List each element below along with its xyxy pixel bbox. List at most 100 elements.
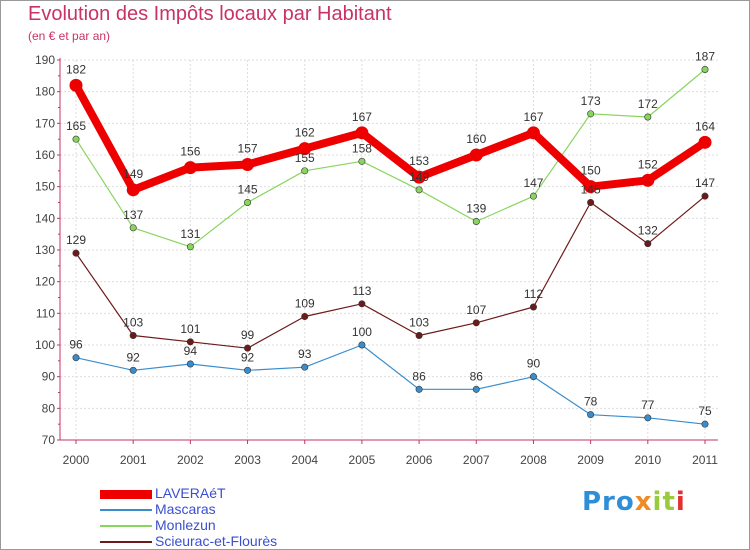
data-point [126,183,140,197]
legend-label: Mascaras [155,501,216,517]
data-label: 182 [66,62,86,76]
x-tick-label: 2000 [63,453,90,467]
y-tick-label: 90 [42,370,56,384]
x-tick-label: 2005 [349,453,376,467]
data-label: 78 [584,395,598,409]
y-tick-label: 120 [35,275,55,289]
y-tick-label: 70 [42,433,56,447]
data-label: 145 [581,183,601,197]
data-point [415,186,423,194]
series-line [75,344,706,425]
data-label: 156 [180,145,200,159]
series-line [72,81,709,194]
legend-label: Scieurac-et-Flourès [155,533,278,549]
data-point [412,170,426,184]
data-label: 113 [352,284,371,298]
y-tick-label: 180 [35,85,55,99]
x-tick-label: 2011 [692,453,718,467]
y-tick-label: 190 [35,53,55,67]
x-tick-label: 2010 [634,453,661,467]
legend-label: Monlezun [155,517,216,533]
data-label: 92 [127,350,141,364]
data-point [644,113,652,121]
data-label: 145 [238,183,258,197]
data-point [701,192,709,200]
legend-swatch [100,525,152,527]
data-point [244,366,252,374]
data-label: 153 [409,154,429,168]
data-point [69,78,83,92]
data-label: 173 [581,94,601,108]
data-point [584,180,598,194]
data-point [358,341,366,349]
data-point [183,161,197,175]
data-point [129,366,137,374]
data-point [186,338,194,346]
data-point [472,319,480,327]
data-label: 150 [581,164,601,178]
data-point [529,303,537,311]
data-point [241,158,255,171]
y-tick-label: 80 [42,401,56,415]
data-point [415,385,423,393]
data-label: 99 [241,328,255,342]
x-tick-label: 2002 [177,453,204,467]
x-tick-label: 2008 [520,453,547,467]
series-line [75,195,706,349]
data-point [129,224,137,232]
data-label: 109 [295,297,315,311]
x-tick-label: 2009 [577,453,604,467]
data-point [244,199,252,207]
data-label: 152 [638,157,658,171]
data-label: 112 [524,287,543,301]
data-labels: 96 92 94 92 93 100 86 86 90 78 77 75 165 137 131 145 155… [66,50,715,419]
y-tick-label: 160 [35,148,55,162]
data-point [186,243,194,251]
data-label: 93 [298,347,312,361]
data-point [529,373,537,381]
data-point [301,167,309,175]
y-tick-label: 150 [35,180,55,194]
x-tick-label: 2004 [291,453,318,467]
data-point [244,344,252,352]
data-label: 167 [352,110,372,124]
data-label: 162 [295,126,315,140]
x-tick-labels: 2000 2001 2002 2003 2004 2005 2006 2007 2008 2009… [63,453,719,467]
data-point [644,414,652,422]
legend-swatch [100,489,152,499]
data-label: 96 [69,338,83,352]
legend-label: LAVERAéT [155,485,226,501]
chart-title: Evolution des Impôts locaux par Habitant [28,3,392,25]
data-label: 92 [241,350,255,364]
data-label: 77 [641,398,655,412]
data-label: 165 [66,119,86,133]
data-point [358,300,366,308]
data-label: 86 [470,369,484,383]
data-label: 131 [180,227,200,241]
legend-swatch [100,541,152,543]
data-point [358,157,366,165]
data-point [644,240,652,248]
y-tick-label: 140 [35,211,55,225]
data-point [472,218,480,226]
data-label: 155 [295,151,315,165]
x-tick-label: 2001 [120,453,147,467]
data-label: 160 [466,132,486,146]
data-label: 139 [466,202,486,216]
data-label: 129 [66,233,86,247]
data-label: 107 [466,303,486,317]
y-tick-label: 170 [35,116,55,130]
y-tick-labels: 70 80 90 100 110 120 130 140 150 160 170 180 190 [35,53,55,447]
grid-lines [60,59,718,441]
data-point [472,385,480,393]
data-label: 132 [638,224,658,238]
legend-swatch [100,509,152,511]
data-label: 147 [695,176,715,190]
data-point [301,363,309,371]
data-point [701,420,709,428]
data-point [698,135,712,149]
data-point [301,312,309,320]
data-point [355,126,369,140]
data-label: 90 [527,357,541,371]
data-point [72,135,80,143]
